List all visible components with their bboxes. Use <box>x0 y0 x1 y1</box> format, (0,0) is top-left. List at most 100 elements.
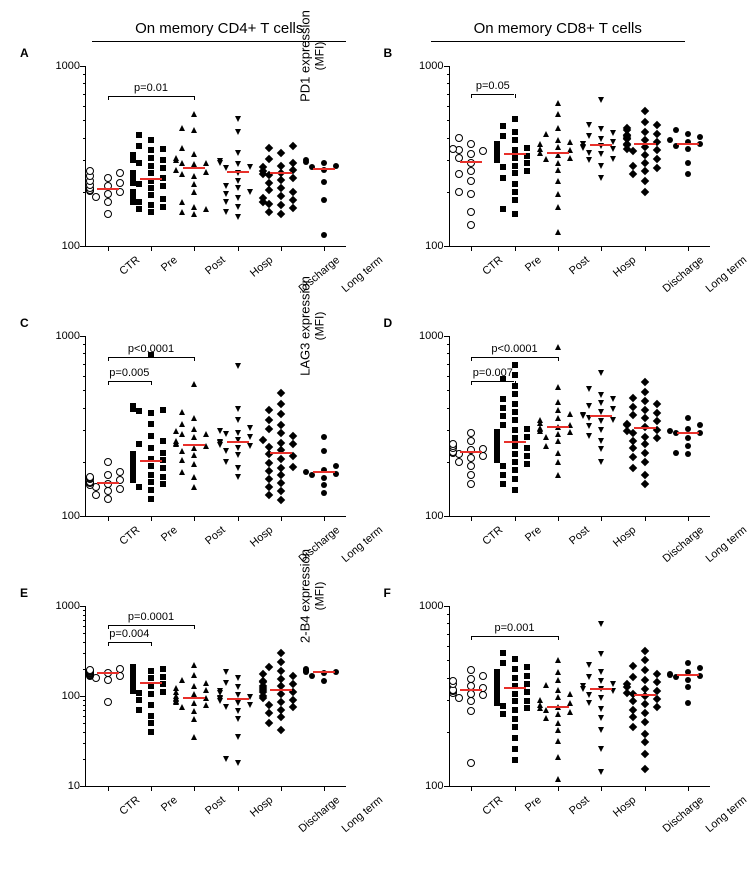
header-cd8-text: On memory CD8+ T cells <box>474 20 642 37</box>
data-point <box>467 707 475 715</box>
median-line <box>547 152 569 154</box>
data-point <box>512 129 518 135</box>
data-point <box>265 475 273 483</box>
data-point <box>191 708 197 714</box>
header-cd8: On memory CD8+ T cells <box>389 20 728 42</box>
data-point <box>130 170 136 176</box>
data-point <box>148 410 154 416</box>
data-point <box>555 754 561 760</box>
data-point <box>235 150 241 156</box>
pvalue-text: p=0.05 <box>476 80 510 92</box>
data-point <box>524 705 530 711</box>
data-point <box>179 199 185 205</box>
ytick-minor <box>447 160 450 161</box>
data-point <box>235 684 241 690</box>
data-point <box>467 666 475 674</box>
data-point <box>265 178 273 186</box>
data-point <box>277 713 285 721</box>
data-point <box>235 700 241 706</box>
data-point <box>512 116 518 122</box>
data-point <box>500 481 506 487</box>
panel-D: DLAG3 expression(MFI)1001000CTRPrePostHo… <box>384 316 724 576</box>
data-point <box>148 137 154 143</box>
data-point <box>467 759 475 767</box>
median-line <box>97 188 119 190</box>
data-point <box>104 458 112 466</box>
data-point <box>467 190 475 198</box>
ytick-minor <box>83 390 86 391</box>
data-point <box>555 178 561 184</box>
ytick-minor <box>83 364 86 365</box>
data-point <box>640 406 648 414</box>
data-point <box>467 437 475 445</box>
pvalue-tick <box>108 381 109 385</box>
data-point <box>235 161 241 167</box>
data-point <box>580 683 586 689</box>
pvalue-tick <box>515 381 516 385</box>
data-point <box>640 107 648 115</box>
data-point <box>277 439 285 447</box>
data-point <box>247 189 253 195</box>
data-point <box>148 675 154 681</box>
data-point <box>500 133 506 139</box>
data-point <box>640 397 648 405</box>
data-point <box>685 435 691 441</box>
data-point <box>130 451 136 457</box>
data-point <box>640 717 648 725</box>
pvalue-bar <box>108 381 151 382</box>
pvalue-bar <box>108 625 195 626</box>
data-point <box>289 142 297 150</box>
data-point <box>537 141 543 147</box>
data-point <box>160 666 166 672</box>
data-point <box>455 458 463 466</box>
data-point <box>136 408 142 414</box>
data-point <box>235 734 241 740</box>
data-point <box>555 125 561 131</box>
y-axis-label: LAG3 expression(MFI) <box>297 236 326 416</box>
data-point <box>235 430 241 436</box>
data-point <box>104 198 112 206</box>
data-point <box>543 682 549 688</box>
data-point <box>160 438 166 444</box>
data-point <box>191 672 197 678</box>
data-point <box>640 750 648 758</box>
xtick-mark <box>108 786 109 791</box>
pvalue-bar <box>471 636 558 637</box>
pvalue-tick <box>515 94 516 98</box>
data-point <box>321 448 327 454</box>
data-point <box>543 707 549 713</box>
data-point <box>130 664 136 670</box>
data-point <box>512 189 518 195</box>
ytick-minor <box>447 430 450 431</box>
data-point <box>247 443 253 449</box>
data-point <box>500 660 506 666</box>
median-line <box>227 441 249 443</box>
data-point <box>289 672 297 680</box>
data-point <box>247 425 253 431</box>
data-point <box>610 681 616 687</box>
data-point <box>455 188 463 196</box>
data-point <box>217 428 223 434</box>
data-point <box>148 170 154 176</box>
data-point <box>512 735 518 741</box>
pvalue-tick <box>194 96 195 100</box>
data-point <box>191 173 197 179</box>
data-point <box>191 474 197 480</box>
xtick-label: CTR <box>117 524 142 548</box>
data-point <box>277 184 285 192</box>
data-point <box>610 146 616 152</box>
data-point <box>479 672 487 680</box>
data-point <box>555 450 561 456</box>
data-point <box>223 680 229 686</box>
data-point <box>179 171 185 177</box>
data-point <box>524 160 530 166</box>
data-point <box>640 378 648 386</box>
median-line <box>460 451 482 453</box>
xtick-label: Post <box>567 794 592 817</box>
xtick-mark <box>238 246 239 251</box>
data-point <box>136 690 142 696</box>
data-point <box>86 167 94 175</box>
median-line <box>547 426 569 428</box>
median-line <box>677 143 699 145</box>
ytick-minor <box>447 192 450 193</box>
